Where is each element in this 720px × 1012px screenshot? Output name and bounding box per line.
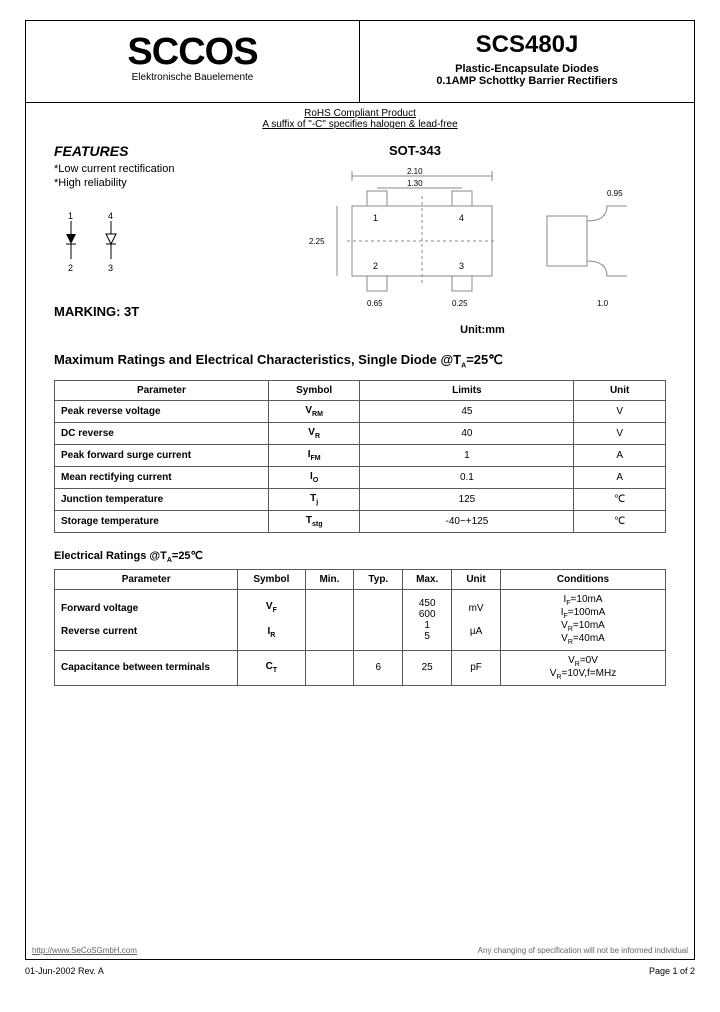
marking: MARKING: 3T bbox=[54, 304, 279, 319]
features-title: FEATURES bbox=[54, 143, 279, 159]
part-desc1: Plastic-Encapsulate Diodes bbox=[370, 63, 684, 75]
diagram-column: SOT-343 1 4 2 3 bbox=[299, 143, 666, 336]
package-title: SOT-343 bbox=[389, 143, 666, 158]
header-right: SCS480J Plastic-Encapsulate Diodes 0.1AM… bbox=[360, 21, 694, 102]
table-row: Storage temperature Tstg -40~+125 ℃ bbox=[55, 510, 666, 532]
svg-text:2: 2 bbox=[68, 263, 73, 273]
part-number: SCS480J bbox=[370, 31, 684, 59]
svg-text:1: 1 bbox=[373, 213, 378, 223]
content: FEATURES *Low current rectification *Hig… bbox=[26, 135, 694, 694]
svg-text:2: 2 bbox=[373, 261, 378, 271]
electrical-table: Parameter Symbol Min. Typ. Max. Unit Con… bbox=[54, 569, 666, 686]
page-footer: 01-Jun-2002 Rev. A Page 1 of 2 bbox=[25, 966, 695, 976]
table-row: Capacitance between terminals CT 6 25 pF… bbox=[55, 650, 666, 685]
rohs-block: RoHS Compliant Product A suffix of "-C" … bbox=[26, 103, 694, 135]
svg-text:0.95: 0.95 bbox=[607, 189, 623, 198]
svg-text:1.30: 1.30 bbox=[407, 179, 423, 188]
electrical-title: Electrical Ratings @TA=25℃ bbox=[54, 549, 666, 564]
footer-page: Page 1 of 2 bbox=[649, 966, 695, 976]
svg-text:0.25: 0.25 bbox=[452, 299, 468, 308]
header-left: SCCOS Elektronische Bauelemente bbox=[26, 21, 360, 102]
page-frame: SCCOS Elektronische Bauelemente SCS480J … bbox=[25, 20, 695, 960]
ratings-header-row: Parameter Symbol Limits Unit bbox=[55, 380, 666, 400]
package-drawing: 1 4 2 3 2.10 1.30 2.25 bbox=[299, 166, 666, 319]
inner-footer: http://www.SeCoSGmbH.com Any changing of… bbox=[32, 946, 688, 955]
elec-header-row: Parameter Symbol Min. Typ. Max. Unit Con… bbox=[55, 569, 666, 589]
svg-text:1.0: 1.0 bbox=[597, 299, 609, 308]
header: SCCOS Elektronische Bauelemente SCS480J … bbox=[26, 21, 694, 103]
table-row: Junction temperature Tj 125 ℃ bbox=[55, 488, 666, 510]
svg-text:4: 4 bbox=[108, 211, 113, 221]
svg-text:0.65: 0.65 bbox=[367, 299, 383, 308]
feature-1: *Low current rectification bbox=[54, 163, 279, 175]
rohs-suffix: A suffix of "-C" specifies halogen & lea… bbox=[262, 119, 457, 130]
footer-url: http://www.SeCoSGmbH.com bbox=[32, 946, 137, 955]
company-subtitle: Elektronische Bauelemente bbox=[26, 72, 359, 83]
unit-label: Unit:mm bbox=[299, 324, 666, 336]
svg-text:1: 1 bbox=[68, 211, 73, 221]
svg-text:3: 3 bbox=[459, 261, 464, 271]
part-desc2: 0.1AMP Schottky Barrier Rectifiers bbox=[370, 75, 684, 87]
ratings-title: Maximum Ratings and Electrical Character… bbox=[54, 352, 666, 370]
company-logo: SCCOS bbox=[26, 31, 359, 74]
table-row: Peak forward surge current IFM 1 A bbox=[55, 444, 666, 466]
table-row: Peak reverse voltage VRM 45 V bbox=[55, 400, 666, 422]
table-row: DC reverse VR 40 V bbox=[55, 422, 666, 444]
table-row: Forward voltage Reverse current VF IR 45… bbox=[55, 589, 666, 650]
feature-2: *High reliability bbox=[54, 177, 279, 189]
svg-text:2.25: 2.25 bbox=[309, 237, 325, 246]
footer-date: 01-Jun-2002 Rev. A bbox=[25, 966, 104, 976]
top-flex: FEATURES *Low current rectification *Hig… bbox=[54, 143, 666, 336]
ratings-table: Parameter Symbol Limits Unit Peak revers… bbox=[54, 380, 666, 533]
table-row: Mean rectifying current IO 0.1 A bbox=[55, 466, 666, 488]
schematic-icon: 1 4 2 3 bbox=[54, 209, 279, 292]
rohs-title: RoHS Compliant Product bbox=[304, 108, 416, 119]
features-column: FEATURES *Low current rectification *Hig… bbox=[54, 143, 279, 336]
svg-text:2.10: 2.10 bbox=[407, 167, 423, 176]
footer-disclaimer: Any changing of specification will not b… bbox=[478, 946, 688, 955]
svg-text:3: 3 bbox=[108, 263, 113, 273]
svg-text:4: 4 bbox=[459, 213, 464, 223]
